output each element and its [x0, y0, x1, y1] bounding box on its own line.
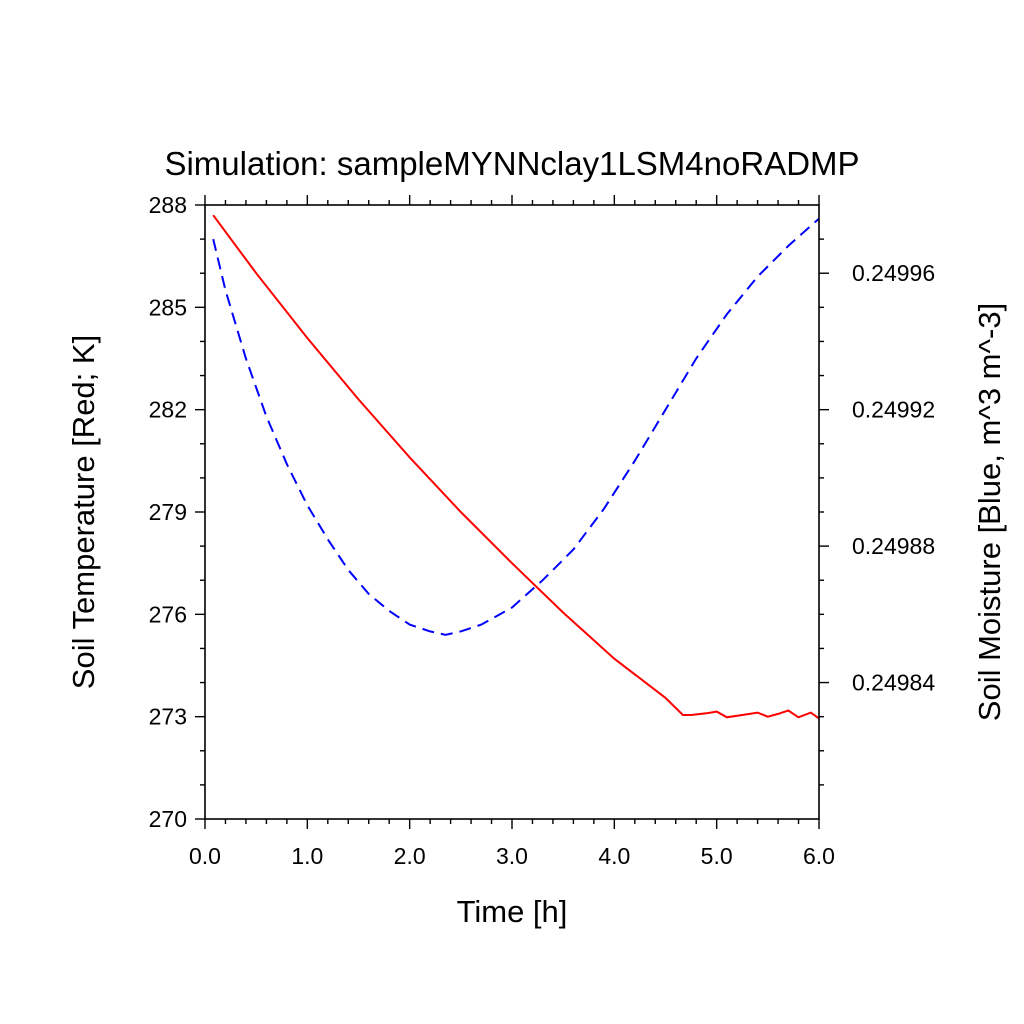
x-tick-label: 5.0 [701, 843, 733, 869]
soil-temperature-line [212, 214, 820, 720]
x-tick-label: 2.0 [394, 843, 426, 869]
soil-moisture-line [212, 217, 820, 636]
x-tick-label: 3.0 [496, 843, 528, 869]
y-left-tick-label: 282 [149, 397, 187, 423]
x-axis-label: Time [h] [457, 894, 568, 929]
y-right-tick-label: 0.24984 [852, 670, 935, 696]
y-right-tick-label: 0.24996 [852, 260, 935, 286]
chart-title: Simulation: sampleMYNNclay1LSM4noRADMP [164, 145, 859, 182]
plot-frame [204, 204, 820, 820]
x-tick-label: 1.0 [291, 843, 323, 869]
y-left-tick-label: 276 [149, 601, 187, 627]
x-tick-label: 6.0 [803, 843, 835, 869]
y-left-tick-label: 279 [149, 499, 187, 525]
y-left-tick-label: 270 [149, 806, 187, 832]
x-tick-label: 0.0 [189, 843, 221, 869]
y-axis-label-left: Soil Temperature [Red; K] [66, 335, 101, 689]
y-left-tick-label: 285 [149, 294, 187, 320]
x-tick-label: 4.0 [598, 843, 630, 869]
y-left-tick-label: 288 [149, 192, 187, 218]
axes: 0.0 1.0 2.0 3.0 4.0 5.0 6.0 270 273 276 279 282 285 2… [149, 192, 936, 869]
y-right-tick-label: 0.24988 [852, 533, 935, 559]
y-right-tick-label: 0.24992 [852, 397, 935, 423]
series-layer [212, 214, 820, 720]
y-left-tick-label: 273 [149, 704, 187, 730]
y-axis-label-right: Soil Moisture [Blue, m^3 m^-3] [972, 303, 1007, 721]
